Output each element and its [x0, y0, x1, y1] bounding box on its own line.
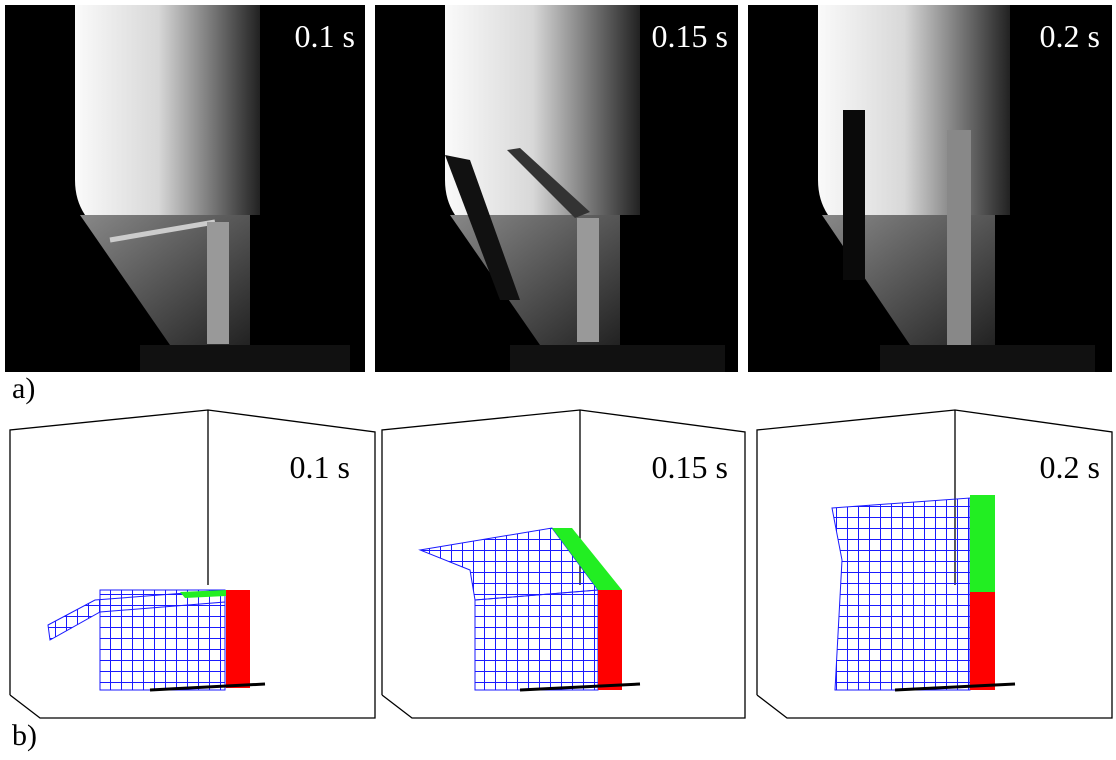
photo-panel: 0.2 s [748, 5, 1112, 372]
time-label: 0.1 s [290, 449, 350, 485]
time-label: 0.15 s [652, 18, 728, 54]
time-label: 0.1 s [295, 18, 355, 54]
photo-panel: 0.1 s [5, 5, 365, 372]
time-label: 0.15 s [652, 449, 728, 485]
photo-panel: 0.15 s [375, 5, 738, 372]
caption: b) [12, 719, 37, 752]
simulation-panel: 0.15 s [382, 410, 745, 718]
simulation-panel: 0.2 s [757, 410, 1112, 718]
caption: a) [12, 372, 35, 405]
simulation-panel: 0.1 s [10, 410, 375, 718]
time-label: 0.2 s [1040, 18, 1100, 54]
figure: 0.1 s 0.15 s 0.2 s a) 0.1 s 0.15 s 0.2 s… [0, 0, 1116, 760]
time-label: 0.2 s [1040, 449, 1100, 485]
